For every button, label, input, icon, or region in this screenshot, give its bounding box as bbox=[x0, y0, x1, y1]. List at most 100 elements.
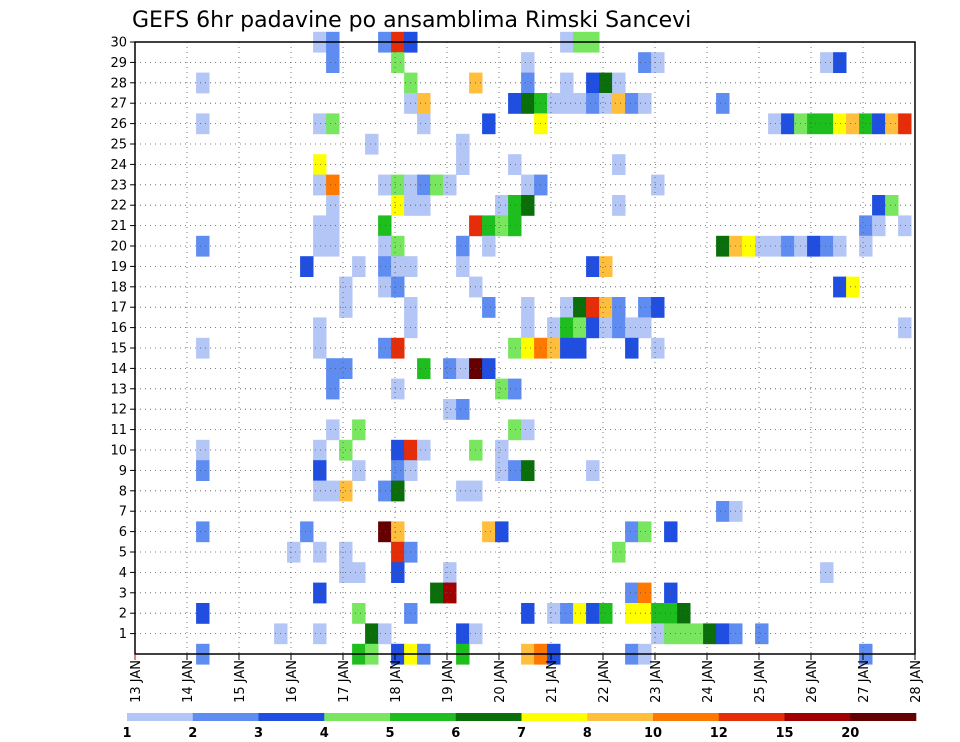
heatmap-cell bbox=[313, 480, 327, 502]
y-tick-label: 13 bbox=[110, 382, 127, 397]
heatmap-cell bbox=[313, 154, 327, 175]
colorbar-swatch bbox=[390, 713, 457, 721]
heatmap-cell bbox=[326, 358, 340, 379]
colorbar-swatch bbox=[127, 713, 194, 721]
heatmap-cell bbox=[352, 460, 366, 481]
heatmap-cell bbox=[326, 378, 340, 400]
y-tick-label: 15 bbox=[110, 342, 127, 357]
colorbar-label: 6 bbox=[451, 726, 460, 741]
heatmap-cell bbox=[807, 113, 821, 135]
colorbar-label: 20 bbox=[841, 726, 859, 741]
colorbar-swatch bbox=[521, 713, 588, 721]
heatmap-cell bbox=[391, 541, 405, 563]
heatmap-cell bbox=[820, 562, 834, 583]
y-tick-label: 9 bbox=[119, 464, 127, 479]
heatmap-cell bbox=[326, 113, 340, 135]
heatmap-cell bbox=[846, 113, 860, 135]
heatmap-cell bbox=[313, 235, 327, 257]
heatmap-cell bbox=[495, 521, 509, 543]
y-tick-label: 1 bbox=[119, 627, 127, 642]
heatmap-cell bbox=[482, 297, 496, 318]
heatmap-cell bbox=[300, 521, 314, 543]
heatmap-cell bbox=[547, 337, 561, 359]
heatmap-cell bbox=[625, 337, 639, 359]
heatmap-cell bbox=[885, 195, 899, 216]
y-tick-label: 11 bbox=[110, 423, 127, 438]
heatmap-cell bbox=[508, 460, 522, 481]
heatmap-cell bbox=[560, 317, 574, 339]
heatmap-cell bbox=[313, 460, 327, 481]
y-tick-label: 24 bbox=[110, 158, 127, 173]
heatmap-cell bbox=[287, 541, 301, 563]
heatmap-cell bbox=[443, 562, 457, 583]
heatmap-cell bbox=[612, 317, 626, 339]
heatmap-cell bbox=[833, 52, 847, 73]
heatmap-cell bbox=[326, 419, 340, 441]
heatmap-cell bbox=[677, 623, 691, 645]
heatmap-cell bbox=[521, 93, 535, 114]
y-tick-label: 6 bbox=[119, 525, 127, 540]
heatmap-cell bbox=[638, 52, 652, 73]
heatmap-cell bbox=[716, 501, 730, 522]
heatmap-cell bbox=[820, 235, 834, 257]
heatmap-cell bbox=[898, 215, 912, 237]
heatmap-cell bbox=[495, 460, 509, 481]
heatmap-cell bbox=[313, 113, 327, 135]
heatmap-cell bbox=[521, 419, 535, 441]
x-tick-label: 25 JAN bbox=[753, 660, 768, 703]
y-tick-label: 25 bbox=[110, 138, 127, 153]
heatmap-cell bbox=[417, 195, 431, 216]
heatmap-cell bbox=[573, 93, 587, 114]
heatmap-cell bbox=[755, 623, 769, 645]
heatmap-cell bbox=[547, 93, 561, 114]
x-tick-label: 21 JAN bbox=[545, 660, 560, 703]
heatmap-cell bbox=[196, 235, 210, 257]
heatmap-cell bbox=[625, 521, 639, 543]
heatmap-cell bbox=[625, 603, 639, 624]
heatmap-cell bbox=[482, 235, 496, 257]
heatmap-cell bbox=[638, 582, 652, 604]
heatmap-cell bbox=[196, 72, 210, 94]
y-axis-ticks: 1234567891011121314151617181920212223242… bbox=[110, 36, 135, 642]
colorbar-label: 8 bbox=[583, 726, 592, 741]
heatmap-cell bbox=[313, 582, 327, 604]
x-tick-label: 15 JAN bbox=[233, 660, 248, 703]
colorbar-swatch bbox=[324, 713, 391, 721]
heatmap-cell bbox=[625, 93, 639, 114]
heatmap-cell bbox=[391, 276, 405, 298]
y-tick-label: 3 bbox=[119, 586, 127, 601]
heatmap-cell bbox=[196, 603, 210, 624]
heatmap-cell bbox=[508, 215, 522, 237]
heatmap-cell bbox=[521, 52, 535, 73]
colorbar-label: 7 bbox=[517, 726, 526, 741]
heatmap-cell bbox=[313, 317, 327, 339]
heatmap-cell bbox=[482, 358, 496, 379]
heatmap-cell bbox=[573, 297, 587, 318]
x-tick-label: 20 JAN bbox=[493, 660, 508, 703]
x-tick-label: 27 JAN bbox=[857, 660, 872, 703]
heatmap-cell bbox=[651, 603, 665, 624]
heatmap-cell bbox=[872, 215, 886, 237]
heatmap-cell bbox=[703, 623, 717, 645]
heatmap-cell bbox=[521, 460, 535, 481]
heatmap-cell bbox=[573, 337, 587, 359]
heatmap-cell bbox=[456, 133, 470, 155]
heatmap-cell bbox=[391, 378, 405, 400]
heatmap-cell bbox=[586, 603, 600, 624]
colorbar: 1 2 3 4 5 6 7 8 10 12 15 20 bbox=[122, 713, 917, 741]
heatmap-cell bbox=[417, 113, 431, 135]
heatmap-cell bbox=[716, 623, 730, 645]
heatmap-cell bbox=[365, 623, 379, 645]
heatmap-cell bbox=[417, 358, 431, 379]
grid-lines bbox=[135, 41, 915, 654]
heatmap-cell bbox=[391, 439, 405, 461]
heatmap-cell bbox=[885, 113, 899, 135]
heatmap-cell bbox=[612, 195, 626, 216]
heatmap-cell bbox=[482, 215, 496, 237]
y-tick-label: 22 bbox=[110, 199, 127, 214]
heatmap-cell bbox=[820, 113, 834, 135]
heatmap-cell bbox=[768, 113, 782, 135]
heatmap-cell bbox=[326, 215, 340, 237]
heatmap-cell bbox=[547, 603, 561, 624]
heatmap-cell bbox=[690, 623, 704, 645]
